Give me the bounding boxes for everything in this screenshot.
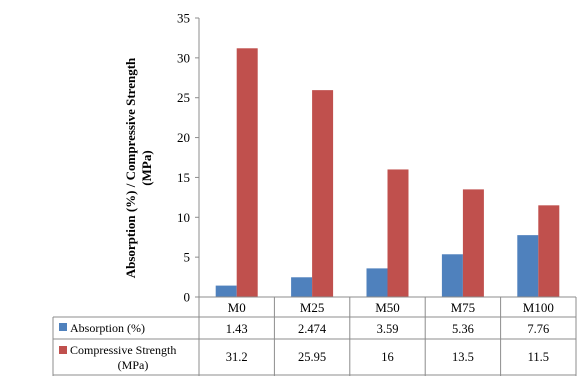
- table-value-absorption: 1.43: [226, 322, 248, 336]
- y-tick-label: 20: [177, 130, 190, 145]
- y-tick-label: 35: [177, 11, 190, 26]
- y-axis-label-line2: (MPa): [139, 150, 154, 185]
- data-table: M0 M25 M50 M75 M100 Absorption (%) Compressive…: [52, 296, 577, 376]
- bar-compressive-strength: [387, 169, 409, 297]
- bar-compressive-strength: [312, 90, 334, 298]
- y-tick-label: 10: [177, 210, 190, 225]
- table-value-absorption: 2.474: [298, 322, 327, 336]
- table-value-compressive-strength: 25.95: [298, 350, 326, 364]
- y-tick-label: 30: [177, 50, 190, 65]
- bar-compressive-strength: [236, 48, 258, 297]
- y-axis: 0 5 10 15 20 25 30 35: [177, 11, 200, 305]
- bar-absorption: [366, 268, 388, 297]
- bar-absorption: [517, 235, 539, 297]
- category-label: M25: [300, 300, 325, 315]
- bar-absorption: [291, 277, 313, 297]
- y-tick-label: 25: [177, 90, 190, 105]
- table-value-absorption: 3.59: [377, 322, 399, 336]
- table-value-compressive-strength: 16: [381, 350, 394, 364]
- bar-absorption: [441, 254, 463, 297]
- y-tick-label: 15: [177, 170, 190, 185]
- table-value-compressive-strength: 31.2: [226, 350, 248, 364]
- bar-compressive-strength: [462, 189, 484, 297]
- table-value-compressive-strength: 13.5: [452, 350, 474, 364]
- legend-label-compressive-strength-line2: (MPa): [118, 358, 149, 372]
- legend-label-absorption: Absorption (%): [70, 321, 145, 335]
- category-label: M75: [451, 300, 476, 315]
- legend-label-compressive-strength-line1: Compressive Strength: [70, 343, 176, 357]
- bar-absorption: [215, 285, 237, 297]
- y-axis-label-line1: Absorption (%) / Compressive Strength: [123, 57, 138, 278]
- category-label: M100: [523, 300, 554, 315]
- table-value-absorption: 7.76: [527, 322, 549, 336]
- table-value-absorption: 5.36: [452, 322, 474, 336]
- legend-key-compressive-strength: [59, 346, 67, 354]
- y-tick-label: 0: [184, 290, 191, 305]
- legend-key-absorption: [59, 323, 67, 331]
- bar-compressive-strength: [538, 205, 560, 297]
- table-value-compressive-strength: 11.5: [528, 350, 549, 364]
- category-label: M0: [228, 300, 246, 315]
- category-label: M50: [375, 300, 400, 315]
- bars: [215, 48, 560, 298]
- y-tick-label: 5: [184, 250, 191, 265]
